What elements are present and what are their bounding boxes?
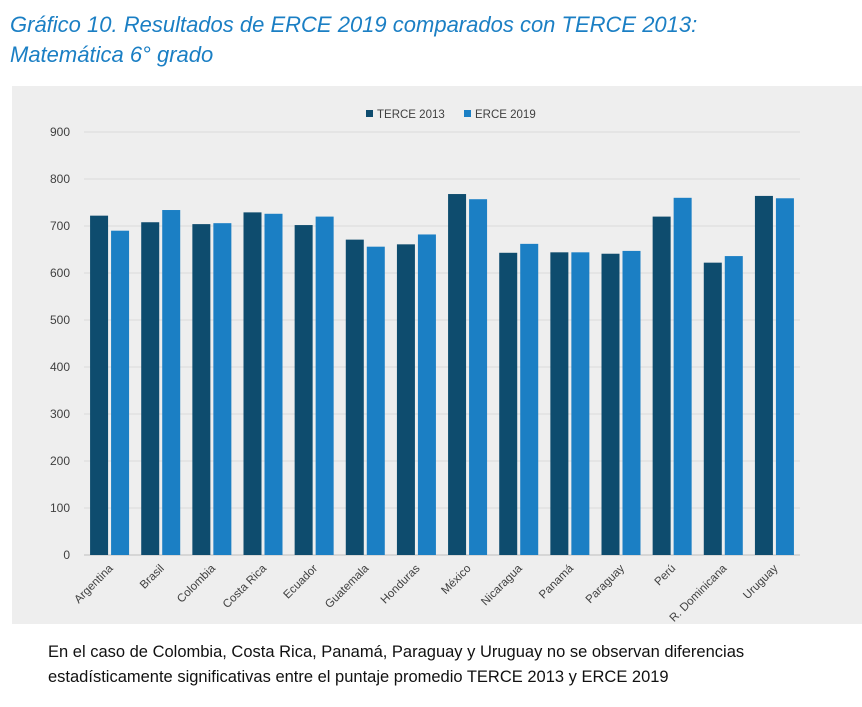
y-tick-label: 800 xyxy=(50,172,70,186)
x-tick-label: Perú xyxy=(653,563,679,589)
footnote-line-1: En el caso de Colombia, Costa Rica, Pana… xyxy=(48,643,745,661)
bar-terce-2013 xyxy=(550,252,569,555)
bar-erce-2019 xyxy=(315,216,334,555)
x-tick-label: Nicaragua xyxy=(479,562,525,608)
bar-erce-2019 xyxy=(162,210,181,555)
bar-erce-2019 xyxy=(571,252,590,555)
bar-terce-2013 xyxy=(754,195,773,556)
x-tick-label: Brasil xyxy=(138,563,167,592)
x-tick-label: Guatemala xyxy=(323,562,372,611)
x-tick-label: Ecuador xyxy=(281,563,320,602)
y-tick-label: 500 xyxy=(50,313,70,327)
footnote-line-2: estadísticamente significativas entre el… xyxy=(48,668,669,686)
bar-erce-2019 xyxy=(366,246,385,555)
bar-terce-2013 xyxy=(652,216,671,555)
bar-terce-2013 xyxy=(243,212,262,555)
x-tick-label: Colombia xyxy=(175,562,218,605)
bar-erce-2019 xyxy=(111,230,130,555)
x-tick-label: Costa Rica xyxy=(221,562,270,611)
y-tick-label: 0 xyxy=(63,548,70,562)
bar-erce-2019 xyxy=(213,223,232,555)
bar-erce-2019 xyxy=(264,213,283,555)
bar-terce-2013 xyxy=(90,215,109,555)
bar-terce-2013 xyxy=(192,224,211,555)
x-tick-label: México xyxy=(439,563,473,597)
y-tick-label: 700 xyxy=(50,219,70,233)
y-tick-label: 100 xyxy=(50,501,70,515)
bar-terce-2013 xyxy=(396,244,415,555)
chart-title-line-2: Matemática 6° grado xyxy=(10,42,214,67)
bar-terce-2013 xyxy=(141,222,160,556)
chart-title-line-1: Gráfico 10. Resultados de ERCE 2019 comp… xyxy=(10,12,698,37)
bar-erce-2019 xyxy=(724,256,743,555)
bar-erce-2019 xyxy=(417,234,436,555)
bar-terce-2013 xyxy=(448,194,467,556)
footnote: En el caso de Colombia, Costa Rica, Pana… xyxy=(48,640,858,690)
bar-erce-2019 xyxy=(520,243,539,556)
bars-layer xyxy=(90,194,794,556)
legend-label: ERCE 2019 xyxy=(475,109,536,121)
y-tick-label: 300 xyxy=(50,407,70,421)
y-tick-label: 400 xyxy=(50,360,70,374)
bar-erce-2019 xyxy=(622,250,641,555)
y-tick-label: 200 xyxy=(50,454,70,468)
x-tick-label: Uruguay xyxy=(741,562,780,601)
chart-title: Gráfico 10. Resultados de ERCE 2019 comp… xyxy=(10,10,850,70)
legend-label: TERCE 2013 xyxy=(377,109,445,121)
bar-erce-2019 xyxy=(469,199,488,555)
bar-erce-2019 xyxy=(673,197,692,556)
bar-terce-2013 xyxy=(294,225,313,555)
x-tick-label: Panamá xyxy=(537,562,576,601)
bar-erce-2019 xyxy=(775,198,794,555)
legend: TERCE 2013 ERCE 2019 xyxy=(366,109,536,121)
bar-terce-2013 xyxy=(703,262,722,555)
y-tick-label: 600 xyxy=(50,266,70,280)
grid-layer xyxy=(84,131,800,556)
x-tick-label: Argentina xyxy=(72,562,116,606)
x-tick-label: Honduras xyxy=(379,562,423,606)
bar-terce-2013 xyxy=(345,239,364,555)
legend-swatch xyxy=(366,110,373,117)
bar-terce-2013 xyxy=(601,253,620,556)
y-tick-label: 900 xyxy=(50,125,70,139)
x-tick-label: Paraguay xyxy=(584,562,627,605)
bar-terce-2013 xyxy=(499,252,518,556)
legend-swatch xyxy=(464,110,471,117)
